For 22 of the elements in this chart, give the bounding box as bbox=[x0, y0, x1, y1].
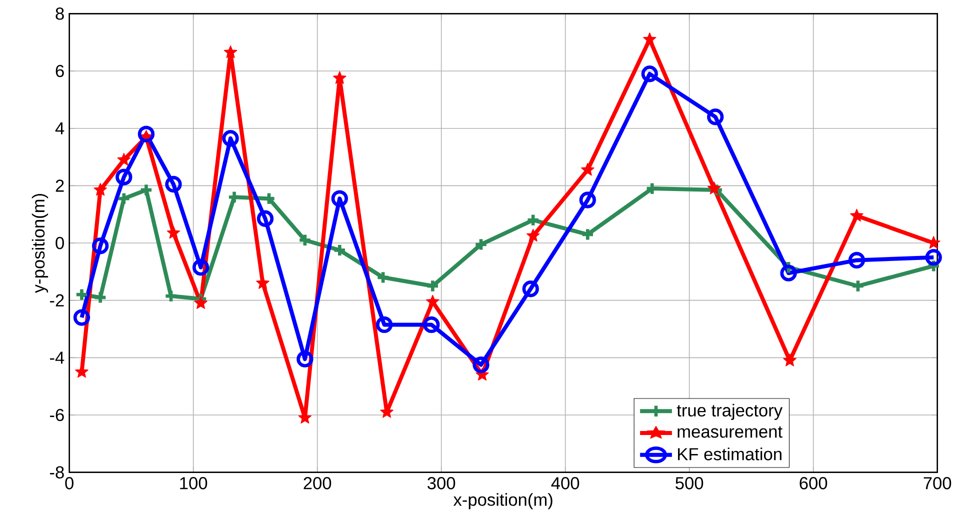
x-tick-label: 400 bbox=[551, 477, 580, 490]
y-axis-title: y-position(m) bbox=[32, 194, 48, 294]
x-tick-label: 300 bbox=[428, 477, 456, 490]
x-axis-title: x-position(m) bbox=[453, 493, 552, 510]
legend-label: measurement bbox=[678, 426, 782, 438]
y-tick-label: -8 bbox=[50, 466, 64, 478]
x-tick-label: 200 bbox=[304, 477, 332, 490]
legend-label: true trajectory bbox=[676, 404, 783, 420]
y-tick-label: 2 bbox=[56, 180, 64, 192]
x-tick-label: 700 bbox=[924, 477, 952, 490]
y-tick-label: 8 bbox=[56, 8, 64, 20]
y-tick-label: 6 bbox=[56, 64, 64, 78]
y-tick-label: -2 bbox=[50, 294, 64, 306]
y-tick-label: 4 bbox=[55, 122, 64, 134]
x-tick-label: 600 bbox=[800, 477, 828, 490]
y-tick-label: -6 bbox=[50, 408, 64, 422]
legend-label: KF estimation bbox=[678, 448, 782, 460]
y-tick-label: -4 bbox=[50, 352, 64, 364]
x-tick-label: 0 bbox=[65, 477, 74, 490]
x-tick-label: 100 bbox=[180, 477, 208, 490]
y-tick-label: 0 bbox=[56, 236, 64, 250]
x-tick-label: 500 bbox=[676, 477, 704, 490]
